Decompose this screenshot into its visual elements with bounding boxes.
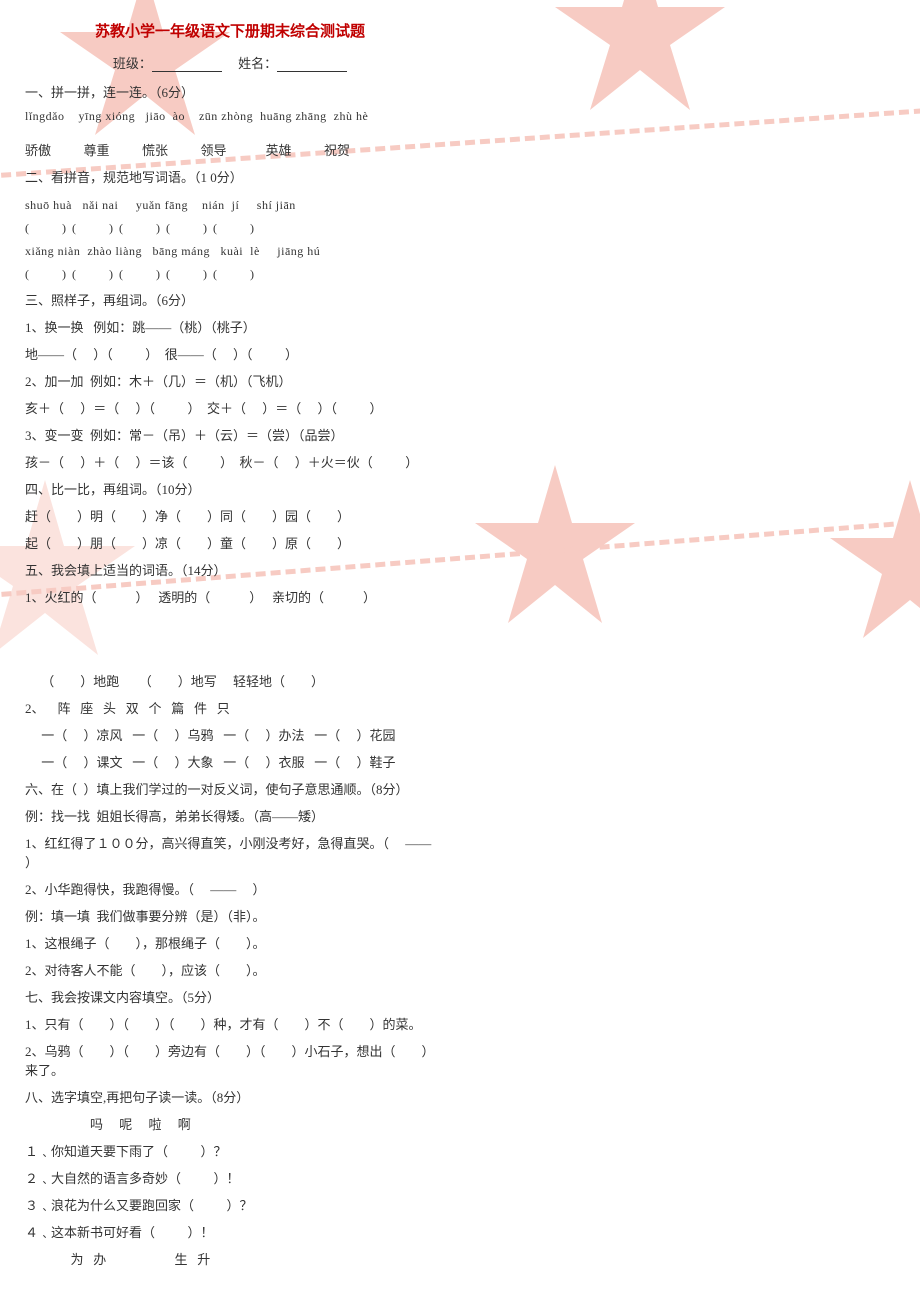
- right-column: （ ）地跑 （ ）地写 轻轻地（ ） 2、 阵 座 头 双 个 篇 件 只 一（…: [0, 651, 460, 1302]
- name-label: 姓名：: [238, 56, 277, 71]
- r20: ４﹑这本新书可好看（ ）！: [25, 1222, 435, 1241]
- r3: 一（ ）凉风 一（ ）乌鸦 一（ ）办法 一（ ）花园: [25, 725, 435, 744]
- r11: 2、对待客人不能（ ），应该（ ）。: [25, 960, 435, 979]
- q2-head: 二、看拼音，规范地写词语。（1 0分）: [25, 167, 435, 186]
- q5-head: 五、我会填上适当的词语。（14分）: [25, 560, 435, 579]
- r2: 2、 阵 座 头 双 个 篇 件 只: [25, 698, 435, 717]
- r4: 一（ ）课文 一（ ）大象 一（ ）衣服 一（ ）鞋子: [25, 752, 435, 771]
- left-column: 苏教小学一年级语文下册期末综合测试题 班级： 姓名： 一、拼一拼，连一连。（6分…: [0, 0, 460, 651]
- q3-2b: 亥＋（ ）＝（ ）（ ） 交＋（ ）＝（ ）（ ）: [25, 398, 435, 417]
- q3-head: 三、照样子，再组词。（6分）: [25, 290, 435, 309]
- class-blank: [152, 59, 222, 72]
- star-bottom-right: [815, 470, 920, 660]
- header-fields: 班级： 姓名：: [25, 53, 435, 72]
- name-blank: [277, 59, 347, 72]
- r18: ２﹑大自然的语言多奇妙（ ）！: [25, 1168, 435, 1187]
- star-bottom-mid: [460, 455, 650, 645]
- r21: 为 办 生 升: [25, 1249, 435, 1268]
- q3-2: 2、加一加 例如：木＋（几）＝（机）（飞机）: [25, 371, 435, 390]
- r7: 1、红红得了１００分，高兴得直笑，小刚没考好，急得直哭。（ —— ）: [25, 833, 435, 871]
- q5-1: 1、火红的（ ） 透明的（ ） 亲切的（ ）: [25, 587, 435, 606]
- class-label: 班级：: [113, 56, 152, 71]
- q2-blank2: ( ) ( ) ( ) ( ) ( ): [25, 267, 435, 282]
- q4-row1: 赶（ ）明（ ）净（ ）同（ ）园（ ）: [25, 506, 435, 525]
- q4-row2: 起（ ）朋（ ）凉（ ）童（ ）原（ ）: [25, 533, 435, 552]
- r8: 2、小华跑得快，我跑得慢。（ —— ）: [25, 879, 435, 898]
- q2-blank1: ( ) ( ) ( ) ( ) ( ): [25, 221, 435, 236]
- q1-head: 一、拼一拼，连一连。（6分）: [25, 82, 435, 101]
- q3-1: 1、换一换 例如：跳——（桃）（桃子）: [25, 317, 435, 336]
- r6: 例：找一找 姐姐长得高，弟弟长得矮。（高——矮）: [25, 806, 435, 825]
- r12: 七、我会按课文内容填空。（5分）: [25, 987, 435, 1006]
- r9: 例：填一填 我们做事要分辨（是）（非）。: [25, 906, 435, 925]
- r1: （ ）地跑 （ ）地写 轻轻地（ ）: [25, 671, 435, 690]
- q3-3: 3、变一变 例如：常－（吊）＋（云）＝（尝）（品尝）: [25, 425, 435, 444]
- exam-title: 苏教小学一年级语文下册期末综合测试题: [25, 20, 435, 41]
- r15: 八、选字填空,再把句子读一读。（8分）: [25, 1087, 435, 1106]
- q1-words: 骄傲 尊重 慌张 领导 英雄 祝贺: [25, 140, 435, 159]
- q1-pinyin: lǐngdǎo yīng xióng jiāo ào zūn zhòng huā…: [25, 109, 435, 124]
- r17: １﹑你知道天要下雨了（ ）？: [25, 1141, 435, 1160]
- r13: 1、只有（ ）（ ）（ ）种，才有（ ）不（ ）的菜。: [25, 1014, 435, 1033]
- q2-pinyin1: shuō huà nǎi nai yuǎn fāng nián jí shí j…: [25, 198, 435, 213]
- r16: 吗 呢 啦 啊: [25, 1114, 435, 1133]
- q3-1b: 地——（ ）（ ） 很——（ ）（ ）: [25, 344, 435, 363]
- r19: ３﹑浪花为什么又要跑回家（ ）？: [25, 1195, 435, 1214]
- q4-head: 四、比一比，再组词。（10分）: [25, 479, 435, 498]
- r14: 2、乌鸦（ ）（ ）旁边有（ ）（ ）小石子，想出（ ）来了。: [25, 1041, 435, 1079]
- star-top-right: [540, 0, 740, 135]
- r5: 六、在（ ）填上我们学过的一对反义词，使句子意思通顺。（8分）: [25, 779, 435, 798]
- r10: 1、这根绳子（ ），那根绳子（ ）。: [25, 933, 435, 952]
- q2-pinyin2: xiǎng niàn zhào liàng bāng máng kuài lè …: [25, 244, 435, 259]
- q3-3b: 孩－（ ）＋（ ）＝该（ ） 秋－（ ）＋火＝伙（ ）: [25, 452, 435, 471]
